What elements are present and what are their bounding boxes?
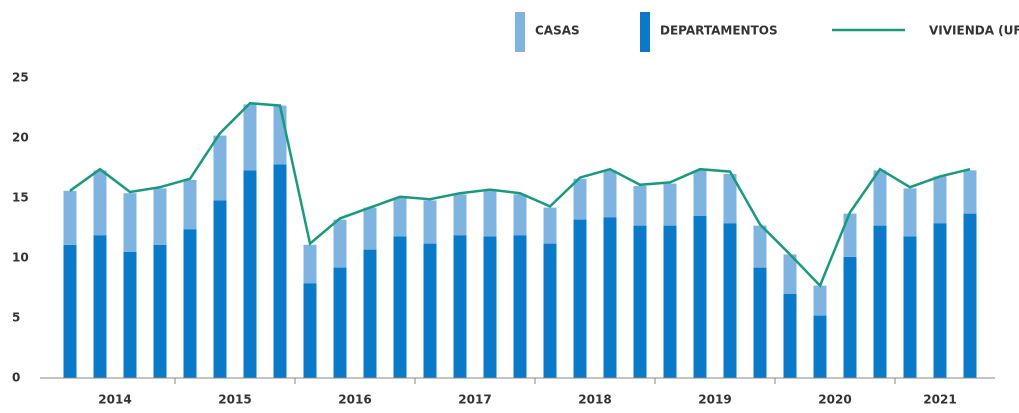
bar-segment — [843, 213, 857, 257]
bar-segment — [63, 244, 77, 378]
bar-segment — [603, 170, 617, 218]
bar-segment — [633, 186, 647, 226]
bar-segment — [573, 178, 587, 220]
bar-segment — [783, 254, 797, 294]
bar-segment — [63, 190, 77, 245]
bar-segment — [393, 198, 407, 237]
bar-segment — [813, 285, 827, 316]
y-tick-label: 20 — [12, 131, 29, 145]
bar-segment — [783, 294, 797, 378]
bar-segment — [273, 105, 287, 165]
bar-segment — [933, 176, 947, 224]
legend-swatch — [640, 12, 650, 52]
bar-segment — [903, 236, 917, 378]
bar-segment — [243, 104, 257, 171]
bar-segment — [423, 243, 437, 378]
bar-segment — [303, 244, 317, 284]
bar-segment — [573, 219, 587, 378]
bar-segment — [273, 164, 287, 378]
x-tick-label: 2014 — [98, 393, 131, 407]
y-tick-label: 25 — [12, 71, 29, 85]
legend-swatch — [515, 12, 525, 52]
bar-segment — [723, 223, 737, 378]
bar-segment — [483, 189, 497, 237]
bar-segment — [393, 236, 407, 378]
y-tick-label: 10 — [12, 251, 29, 265]
bar-segment — [303, 283, 317, 378]
bar-segment — [213, 135, 227, 201]
bar-segment — [93, 170, 107, 236]
bar-segment — [483, 236, 497, 378]
bar-segment — [963, 213, 977, 378]
bar-segment — [513, 194, 527, 236]
bar-segment — [333, 219, 347, 268]
legend-label: CASAS — [535, 24, 580, 38]
bar-segment — [663, 225, 677, 378]
bar-segment — [513, 235, 527, 378]
bar-segment — [963, 170, 977, 214]
bar-segment — [753, 267, 767, 378]
bar-segment — [153, 244, 167, 378]
x-tick-label: 2016 — [338, 393, 371, 407]
y-tick-label: 5 — [12, 311, 20, 325]
bar-segment — [183, 229, 197, 378]
y-tick-label: 0 — [12, 371, 20, 385]
bar-segment — [543, 243, 557, 378]
x-tick-label: 2020 — [818, 393, 851, 407]
x-tick-label: 2017 — [458, 393, 491, 407]
y-tick-label: 15 — [12, 191, 29, 205]
bar-segment — [813, 315, 827, 378]
bar-segment — [903, 188, 917, 237]
bar-segment — [363, 207, 377, 250]
bar-segment — [213, 200, 227, 378]
bar-segment — [693, 216, 707, 378]
bar-segment — [873, 170, 887, 226]
bar-segment — [153, 188, 167, 245]
bar-segment — [423, 200, 437, 244]
x-tick-label: 2019 — [698, 393, 731, 407]
x-tick-label: 2015 — [218, 393, 251, 407]
bar-segment — [453, 194, 467, 236]
bar-segment — [123, 252, 137, 378]
bar-segment — [933, 223, 947, 378]
bar-segment — [123, 193, 137, 252]
bar-segment — [723, 174, 737, 224]
line-series — [69, 101, 971, 288]
legend-label: DEPARTAMENTOS — [660, 24, 778, 38]
x-tick-label: 2021 — [923, 393, 956, 407]
bar-segment — [873, 225, 887, 378]
bar-segment — [453, 235, 467, 378]
bar-segment — [543, 207, 557, 244]
bar-segment — [693, 170, 707, 216]
bar-segment — [363, 249, 377, 378]
bar-segment — [333, 267, 347, 378]
bar-segment — [183, 180, 197, 230]
legend-label: VIVIENDA (UF) — [929, 24, 1019, 38]
bar-segment — [843, 256, 857, 378]
bar-segment — [753, 225, 767, 268]
x-tick-label: 2018 — [578, 393, 611, 407]
bar-segment — [633, 225, 647, 378]
bar-segment — [663, 183, 677, 226]
bar-segment — [93, 235, 107, 378]
bar-segment — [243, 170, 257, 378]
bar-segment — [603, 217, 617, 378]
